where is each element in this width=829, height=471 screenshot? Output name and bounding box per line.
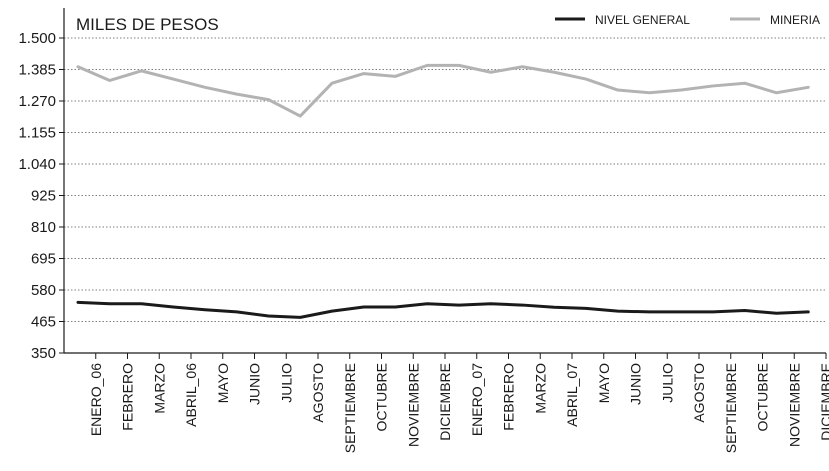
x-tick-label: MAYO: [596, 363, 612, 403]
x-tick-label: FEBRERO: [501, 363, 517, 431]
series-lines: [76, 63, 810, 319]
y-tick-label: 465: [31, 314, 56, 331]
y-tick-label: 1.385: [18, 62, 56, 79]
x-tick-label: DICIEMBRE: [818, 363, 829, 441]
x-tick-label: OCTUBRE: [755, 363, 771, 431]
legend-label-mineria: MINERIA: [770, 13, 820, 27]
axes: [63, 8, 826, 354]
x-tick-label: NOVIEMBRE: [786, 363, 802, 447]
x-tick-label: JUNIO: [247, 363, 263, 405]
y-tick-label: 810: [31, 219, 56, 236]
y-axis-title: MILES DE PESOS: [76, 15, 219, 34]
x-tick-labels: ENERO_06 FEBRERO MARZO ABRIL_06 MAYO JUNIO JUL…: [88, 353, 829, 453]
series-line-mineria: [76, 63, 810, 118]
y-tick-label: 695: [31, 251, 56, 268]
x-tick-label: ABRIL_06: [183, 363, 199, 427]
y-tick-label: 925: [31, 188, 56, 205]
y-tick-label: 580: [31, 282, 56, 299]
y-tick-label: 1.270: [18, 93, 56, 110]
x-tick-label: FEBRERO: [120, 363, 136, 431]
y-tick-labels: 350 465 580 695 810 925 1.040 1.155 1.270 1.385 1.…: [18, 30, 64, 362]
x-tick-label: ENERO_07: [469, 363, 485, 436]
series-line-nivel-general: [76, 300, 810, 319]
x-tick-label: MARZO: [532, 363, 548, 414]
y-tick-label: 1.040: [18, 156, 56, 173]
legend: NIVEL GENERAL MINERIA: [555, 13, 820, 27]
x-tick-label: ENERO_06: [88, 363, 104, 436]
x-tick-label: AGOSTO: [691, 363, 707, 423]
y-tick-label: 1.155: [18, 125, 56, 142]
y-tick-label: 1.500: [18, 30, 56, 47]
x-tick-label: AGOSTO: [310, 363, 326, 423]
x-tick-label: MARZO: [151, 363, 167, 414]
y-tick-label: 350: [31, 345, 56, 362]
x-tick-label: NOVIEMBRE: [405, 363, 421, 447]
grid-lines: [64, 37, 826, 322]
legend-label-nivel-general: NIVEL GENERAL: [595, 13, 690, 27]
x-tick-label: JULIO: [659, 363, 675, 403]
x-tick-label: MAYO: [215, 363, 231, 403]
x-tick-label: SEPTIEMBRE: [342, 363, 358, 453]
x-tick-label: JUNIO: [628, 363, 644, 405]
x-tick-label: OCTUBRE: [374, 363, 390, 431]
x-tick-label: SEPTIEMBRE: [723, 363, 739, 453]
x-tick-label: DICIEMBRE: [437, 363, 453, 441]
x-tick-label: JULIO: [278, 363, 294, 403]
x-tick-label: ABRIL_07: [564, 363, 580, 427]
